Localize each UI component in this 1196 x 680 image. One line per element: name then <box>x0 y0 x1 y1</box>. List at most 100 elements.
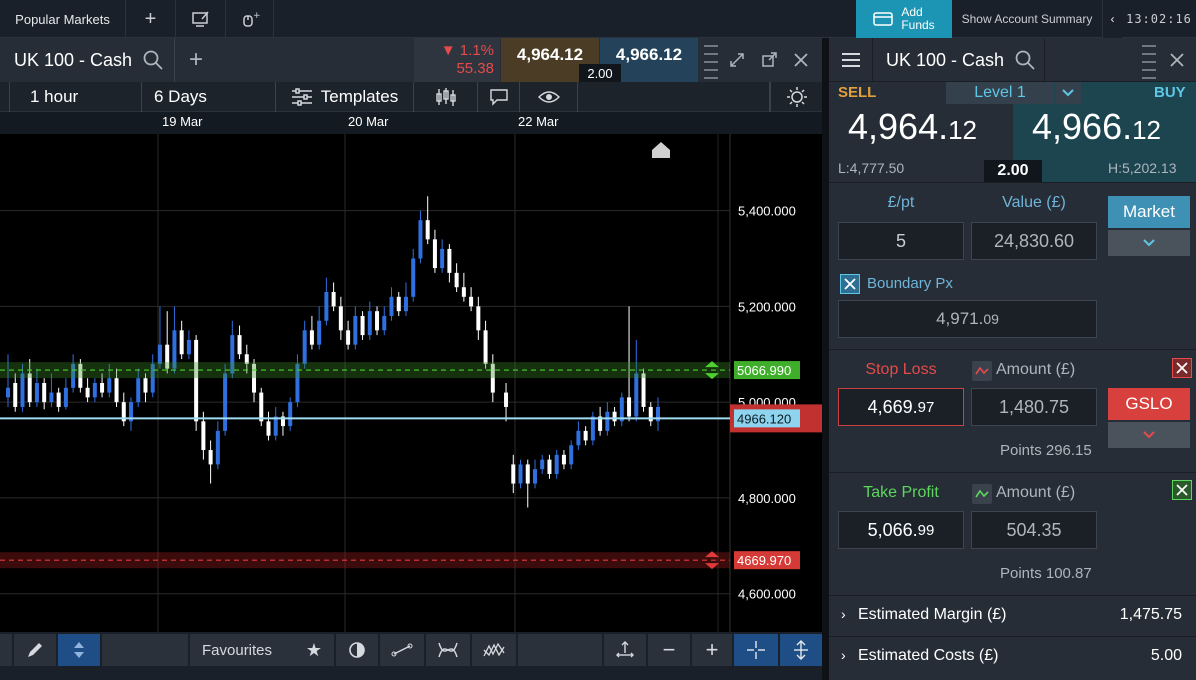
candle-body <box>143 378 148 393</box>
stop-price-input[interactable]: 4,669. 97 <box>838 388 964 426</box>
candle-body <box>338 306 343 331</box>
popular-markets-tab[interactable]: Popular Markets <box>0 0 126 38</box>
candle-body <box>302 330 307 364</box>
date-axis <box>0 112 822 134</box>
margin-value: 1,475.75 <box>1119 606 1182 623</box>
range-select[interactable]: 6 Days <box>142 82 276 112</box>
add-chart-button[interactable]: + <box>188 46 203 73</box>
candle-body <box>590 416 595 441</box>
pencil-icon[interactable] <box>14 634 56 666</box>
current-level-tag-bg <box>734 409 800 428</box>
level-chevron-down-icon[interactable] <box>1055 82 1081 104</box>
add-funds-button[interactable]: Add Funds <box>856 0 952 38</box>
bottom-spacer-2 <box>518 634 602 666</box>
ticket-search-icon[interactable] <box>1014 49 1036 71</box>
settings-sun-icon[interactable] <box>770 82 822 112</box>
stop-amount-input[interactable]: 1,480.75 <box>971 388 1097 426</box>
candle-body <box>469 296 474 307</box>
candle-body <box>165 344 170 369</box>
stop-x-icon <box>1176 362 1188 374</box>
candle-body <box>194 339 199 422</box>
sort-arrows-icon[interactable] <box>58 634 100 666</box>
ticket-grip-icon[interactable] <box>1138 38 1160 82</box>
chart-market-title[interactable]: UK 100 - Cash <box>14 38 164 82</box>
buy-price-dec: 12 <box>1132 115 1162 145</box>
estimated-costs-row[interactable]: › Estimated Costs (£) 5.00 <box>829 636 1196 680</box>
chart-plot-area[interactable]: 5,400.000 5,200.000 5,000.000 4,800.000 4,60… <box>0 134 822 632</box>
bottom-edge-button[interactable] <box>0 634 12 666</box>
estimated-margin-row[interactable]: › Estimated Margin (£) 1,475.75 <box>829 595 1196 635</box>
candle-body <box>511 464 516 484</box>
candle-body <box>172 330 177 369</box>
candle-body <box>100 383 105 393</box>
add-tab-button[interactable]: + <box>126 0 176 38</box>
comment-icon[interactable] <box>478 82 520 112</box>
ticket-market[interactable]: UK 100 - Cash <box>886 38 1036 82</box>
level-select[interactable]: Level 1 <box>946 82 1054 104</box>
fit-icon[interactable] <box>604 634 646 666</box>
date-label-2: 20 Mar <box>348 114 389 129</box>
close-ticket-icon[interactable] <box>1162 38 1192 82</box>
tp-trend-icon[interactable] <box>972 484 992 504</box>
trendline-icon[interactable] <box>380 634 424 666</box>
interval-select[interactable]: 1 hour <box>10 82 142 112</box>
search-icon[interactable] <box>142 49 164 71</box>
candle-body <box>78 363 83 388</box>
zoom-out-button[interactable]: − <box>648 634 690 666</box>
candle-body <box>583 430 588 441</box>
templates-button[interactable]: Templates <box>276 82 414 112</box>
popout-icon[interactable] <box>754 38 784 82</box>
candle-body <box>331 292 336 307</box>
day-low: L:4,777.50 <box>838 160 905 176</box>
stake-input[interactable]: 5 <box>838 222 964 260</box>
gslo-button[interactable]: GSLO <box>1108 388 1190 420</box>
candle-body <box>71 363 76 388</box>
zoom-in-button[interactable]: + <box>692 634 732 666</box>
price-chart[interactable]: 5,400.0005,200.0005,000.0004,800.0004,60… <box>0 134 822 632</box>
y-tick-label: 5,200.000 <box>738 299 796 314</box>
favourites-button[interactable]: Favourites ★ <box>190 634 334 666</box>
change-points: 55.38 <box>456 60 494 77</box>
candle-body <box>504 392 509 407</box>
show-account-summary[interactable]: Show Account Summary <box>961 12 1093 26</box>
boundary-checkbox[interactable] <box>840 274 860 294</box>
costs-value: 5.00 <box>1150 647 1182 664</box>
current-level-tag-text: 4966.120 <box>737 411 791 426</box>
candle-body <box>634 373 639 417</box>
collapse-edge <box>0 38 6 82</box>
expand-icon[interactable] <box>722 38 752 82</box>
date-label-1: 19 Mar <box>162 114 203 129</box>
fibonacci-icon[interactable] <box>426 634 470 666</box>
candle-body <box>569 445 574 465</box>
order-type-button[interactable]: Market <box>1108 196 1190 228</box>
eye-icon[interactable] <box>520 82 578 112</box>
sell-price-dec: 12 <box>948 115 978 145</box>
tp-main: 5,066. <box>867 519 918 540</box>
vertical-resize-icon[interactable] <box>780 634 822 666</box>
stop-trend-icon[interactable] <box>972 361 992 381</box>
menu-icon[interactable] <box>829 38 873 82</box>
boundary-input[interactable]: 4,971. 09 <box>838 300 1097 338</box>
y-tick-label: 4,600.000 <box>738 587 796 602</box>
tp-amount-input[interactable]: 504.35 <box>971 511 1097 549</box>
chart-ask-price[interactable]: 4,966.12 <box>600 38 698 82</box>
candle-body <box>317 320 322 345</box>
order-type-chevron-down-icon[interactable] <box>1108 230 1190 256</box>
candlestick-icon[interactable] <box>414 82 478 112</box>
close-chart-icon[interactable] <box>786 38 816 82</box>
add-alert-icon[interactable]: + <box>226 0 274 38</box>
chevron-left-icon[interactable]: ‹ <box>1102 0 1122 38</box>
value-input[interactable]: 24,830.60 <box>971 222 1097 260</box>
take-profit-checkbox[interactable] <box>1172 480 1192 500</box>
stop-loss-checkbox[interactable] <box>1172 358 1192 378</box>
indicators-icon[interactable] <box>472 634 516 666</box>
panel-divider[interactable] <box>822 38 829 680</box>
crosshair-icon[interactable] <box>734 634 778 666</box>
workspace-icon[interactable] <box>176 0 226 38</box>
contrast-icon[interactable] <box>336 634 378 666</box>
gslo-chevron-down-icon[interactable] <box>1108 422 1190 448</box>
candle-body <box>157 344 162 364</box>
tp-price-input[interactable]: 5,066. 99 <box>838 511 964 549</box>
grip-handle-icon[interactable] <box>700 38 722 82</box>
candle-body <box>346 330 351 345</box>
